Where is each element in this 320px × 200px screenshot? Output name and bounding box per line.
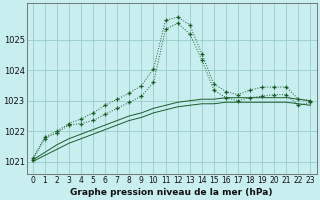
X-axis label: Graphe pression niveau de la mer (hPa): Graphe pression niveau de la mer (hPa) (70, 188, 273, 197)
